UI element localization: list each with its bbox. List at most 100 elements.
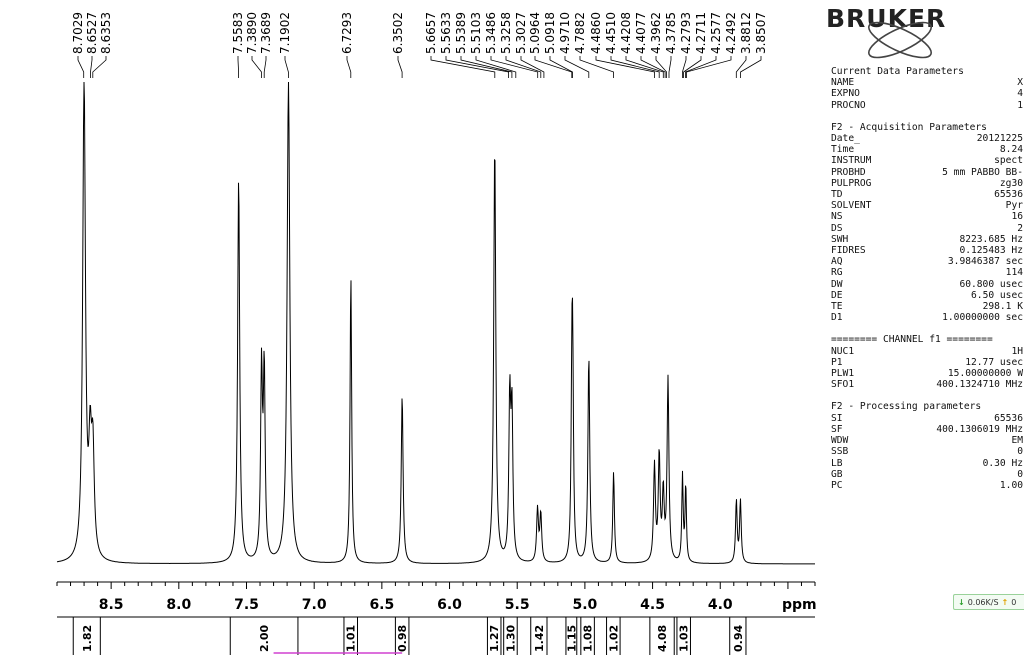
param-key: NAME bbox=[831, 77, 855, 89]
peak-label: 8.6353 bbox=[99, 12, 113, 54]
params-current-data: NAME X EXPNO 4 PROCNO 1 bbox=[831, 77, 1023, 111]
peak-label: 4.4208 bbox=[619, 12, 633, 54]
peak-leader-line bbox=[668, 56, 672, 78]
integral-value: 1.03 bbox=[678, 625, 691, 652]
param-key: LB bbox=[831, 457, 843, 469]
param-value: spect bbox=[994, 155, 1023, 167]
peak-label: 4.2577 bbox=[709, 12, 723, 54]
spectrum-trace bbox=[56, 81, 815, 565]
param-key: SWH bbox=[831, 233, 849, 245]
peak-leader-line bbox=[682, 56, 687, 78]
acquisition-parameters-panel: Current Data Parameters NAME X EXPNO 4 PROCN… bbox=[831, 66, 1023, 491]
param-row: PULPROG zg30 bbox=[831, 178, 1023, 189]
integral-value: 0.98 bbox=[396, 625, 409, 652]
peak-leader-line bbox=[490, 56, 539, 78]
param-key: RG bbox=[831, 267, 843, 279]
param-value: Pyr bbox=[1005, 200, 1023, 212]
param-value: 0 bbox=[1017, 446, 1023, 458]
download-arrow-icon: ↓ bbox=[958, 597, 965, 607]
peak-leader-line bbox=[549, 56, 573, 78]
param-row: NUC1 1H bbox=[831, 346, 1023, 357]
x-tick-label: 5.0 bbox=[572, 597, 597, 613]
param-key: DS bbox=[831, 222, 843, 234]
param-row: SFO1 400.1324710 MHz bbox=[831, 379, 1023, 390]
peak-leader-line bbox=[445, 56, 509, 78]
param-value: zg30 bbox=[999, 177, 1023, 189]
param-key: NUC1 bbox=[831, 345, 855, 357]
param-key: NS bbox=[831, 211, 843, 223]
param-row: WDW EM bbox=[831, 435, 1023, 446]
param-value: 5 mm PABBO BB- bbox=[942, 166, 1023, 178]
x-tick-label: 5.5 bbox=[505, 597, 530, 613]
peak-leader-line bbox=[77, 56, 85, 78]
peak-labels: 8.7029 8.6527 8.6353 7.5583 7.3890 7.3689 7.19… bbox=[71, 12, 768, 54]
peak-label: 6.3502 bbox=[391, 12, 405, 54]
peak-leader-lines bbox=[77, 56, 762, 78]
param-value: 16 bbox=[1011, 211, 1023, 223]
peak-leader-line bbox=[92, 56, 107, 78]
integral-value: 1.30 bbox=[504, 625, 517, 652]
params-section-title: F2 - Processing parameters bbox=[831, 401, 982, 413]
download-speed: 0.06K/S bbox=[967, 597, 999, 607]
param-value: 2 bbox=[1017, 222, 1023, 234]
param-value: EM bbox=[1011, 435, 1023, 447]
param-value: 1.00 bbox=[999, 479, 1023, 491]
param-key: TE bbox=[831, 301, 843, 313]
x-axis-minor-ticks bbox=[56, 582, 816, 589]
peak-label: 4.7882 bbox=[573, 12, 587, 54]
network-speed-widget[interactable]: ↓ 0.06K/S ↑ 0 bbox=[953, 594, 1024, 610]
peak-label: 4.3785 bbox=[664, 12, 678, 54]
param-row: INSTRUM spect bbox=[831, 155, 1023, 166]
x-axis-label: ppm bbox=[782, 597, 817, 613]
peak-label: 5.3486 bbox=[484, 12, 498, 54]
peak-leader-line bbox=[534, 56, 573, 78]
peak-leader-line bbox=[640, 56, 666, 78]
peak-label: 5.3027 bbox=[514, 12, 528, 54]
param-value: 400.1324710 MHz bbox=[936, 379, 1023, 391]
peak-leader-line bbox=[475, 56, 517, 78]
params-section-title: F2 - Acquisition Parameters bbox=[831, 121, 987, 133]
param-row: SWH 8223.685 Hz bbox=[831, 234, 1023, 245]
param-row: DE 6.50 usec bbox=[831, 290, 1023, 301]
peak-label: 5.5633 bbox=[439, 12, 453, 54]
peak-label: 5.6657 bbox=[424, 12, 438, 54]
param-key: WDW bbox=[831, 435, 849, 447]
x-tick-label: 7.5 bbox=[234, 597, 259, 613]
peak-leader-line bbox=[735, 56, 747, 78]
param-key: PLW1 bbox=[831, 368, 855, 380]
params-channel-f1: NUC1 1H P1 12.77 usec PLW1 15.00000000 W SFO1 4… bbox=[831, 346, 1023, 391]
param-key: FIDRES bbox=[831, 245, 866, 257]
param-value: 0.30 Hz bbox=[982, 457, 1023, 469]
peak-leader-line bbox=[685, 56, 717, 78]
peak-leader-line bbox=[686, 56, 732, 78]
param-key: Time bbox=[831, 144, 855, 156]
x-tick-label: 4.0 bbox=[708, 597, 733, 613]
param-key: TD bbox=[831, 189, 843, 201]
param-key: SFO1 bbox=[831, 379, 855, 391]
peak-leader-line bbox=[263, 56, 267, 78]
bruker-logo-icon bbox=[868, 21, 932, 59]
peak-leader-line bbox=[564, 56, 590, 78]
param-key: PC bbox=[831, 479, 843, 491]
bruker-logo-text: BRUKER bbox=[826, 4, 947, 33]
param-row: FIDRES 0.125483 Hz bbox=[831, 245, 1023, 256]
params-acquisition: Date_ 20121225 Time 8.24 INSTRUM spect PROBHD 5… bbox=[831, 133, 1023, 323]
upload-speed: 0 bbox=[1011, 597, 1017, 607]
param-value: 8.24 bbox=[999, 144, 1023, 156]
param-row: PROCNO 1 bbox=[831, 100, 1023, 111]
param-value: 0 bbox=[1017, 468, 1023, 480]
x-tick-label: 6.5 bbox=[369, 597, 394, 613]
param-row: SSB 0 bbox=[831, 446, 1023, 457]
param-value: X bbox=[1017, 77, 1023, 89]
peak-label: 4.4860 bbox=[589, 12, 603, 54]
peak-leader-line bbox=[655, 56, 667, 78]
peak-leader-line bbox=[284, 56, 289, 78]
peak-leader-line bbox=[346, 56, 352, 78]
peak-leader-line bbox=[740, 56, 762, 78]
x-tick-label: 4.5 bbox=[640, 597, 665, 613]
x-axis-tick-labels: 8.5 8.0 7.5 7.0 6.5 6.0 5.5 5.0 4.5 4.0 bbox=[99, 597, 733, 613]
peak-leader-line bbox=[237, 56, 239, 78]
param-row: LB 0.30 Hz bbox=[831, 458, 1023, 469]
param-key: SSB bbox=[831, 446, 849, 458]
param-row: DS 2 bbox=[831, 223, 1023, 234]
